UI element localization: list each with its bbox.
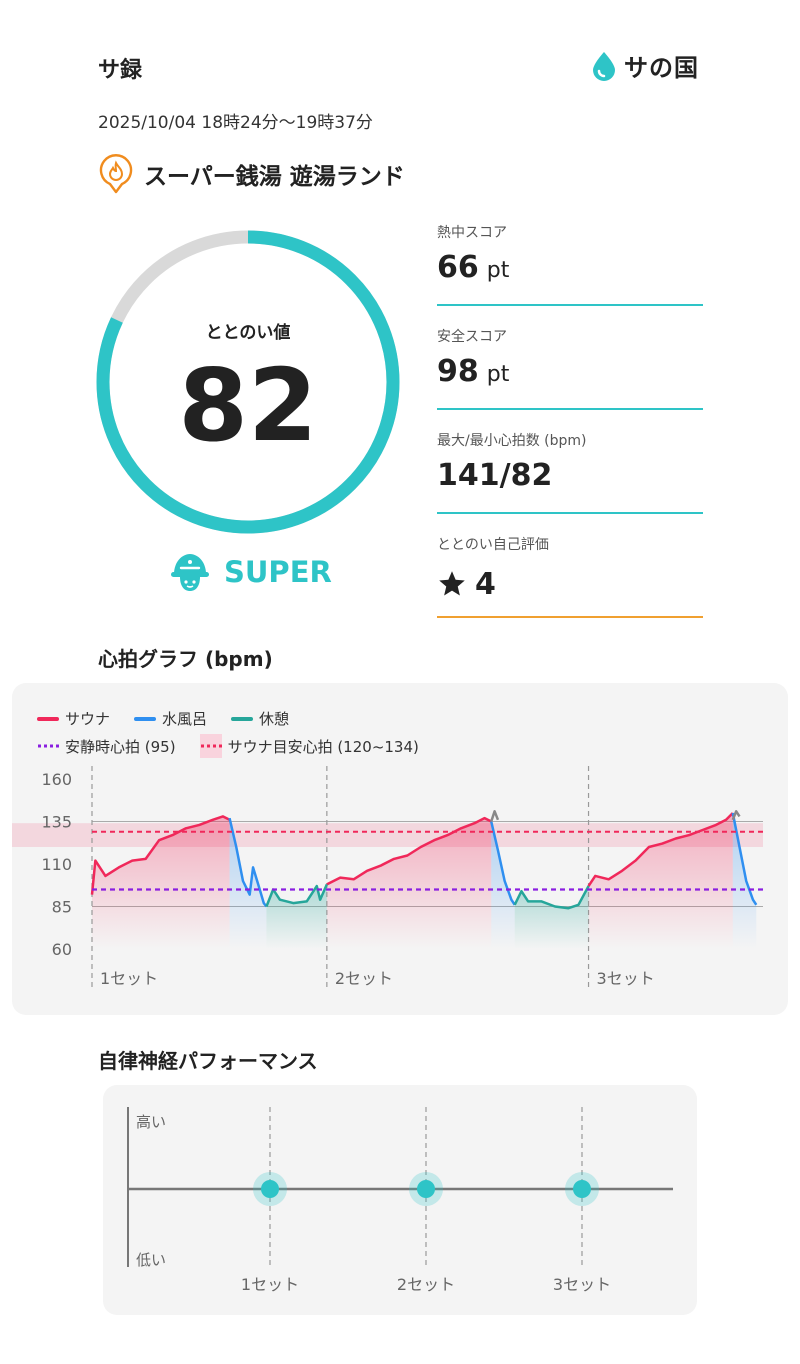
- series-line: [513, 885, 590, 910]
- series-line: [587, 812, 734, 887]
- heart-rate-range: 最大/最小心拍数 (bpm) 141/82: [437, 430, 703, 514]
- series-line: [265, 883, 328, 907]
- gauge-label: ととのい値: [205, 323, 291, 343]
- legend-swatch: [37, 716, 59, 721]
- ans-point: [261, 1180, 279, 1198]
- series-area: [491, 821, 515, 949]
- legend-sauna-label: サウナ: [65, 710, 111, 728]
- heart-chart-title: 心拍グラフ (bpm): [98, 647, 273, 671]
- legend-target-hr-label: サウナ目安心拍 (120~134): [227, 737, 419, 756]
- series-area: [514, 886, 589, 949]
- set-label: 3セット: [597, 969, 655, 988]
- heat-score-unit: pt: [486, 258, 510, 283]
- divider: [437, 304, 703, 306]
- series-line: [490, 810, 500, 822]
- flame-pin-icon: [99, 154, 133, 194]
- target-hr-band: [12, 823, 763, 847]
- ans-point: [417, 1180, 435, 1198]
- self-rating[interactable]: ととのい自己評価 4: [437, 534, 703, 618]
- series-area: [92, 816, 230, 949]
- set-label: 2セット: [397, 1275, 455, 1294]
- series-area: [229, 818, 267, 949]
- series-line: [90, 815, 231, 895]
- facility[interactable]: スーパー銭湯 遊湯ランド: [98, 154, 405, 194]
- legend-cold-bath-label: 水風呂: [162, 710, 208, 728]
- heart-rate-range-value: 141/82: [437, 458, 553, 493]
- set-label: 2セット: [335, 969, 393, 988]
- y-tick-label: 160: [41, 770, 72, 789]
- self-rating-label: ととのい自己評価: [437, 537, 549, 553]
- series-area: [588, 813, 733, 949]
- legend-resting-hr: 安静時心拍 (95): [37, 736, 176, 757]
- y-tick-label: 60: [52, 940, 72, 959]
- y-tick-label: 110: [41, 855, 72, 874]
- set-label: 3セット: [553, 1275, 611, 1294]
- legend-rest: 休憩: [231, 708, 289, 729]
- heart-chart-legend-2: 安静時心拍 (95) サウナ目安心拍 (120~134): [37, 734, 443, 758]
- heart-rate-range-label: 最大/最小心拍数 (bpm): [437, 433, 587, 449]
- sauna-hat-mascot-icon: [171, 554, 209, 591]
- series-line: [731, 812, 758, 906]
- series-line: [326, 816, 492, 886]
- gauge-value: 82: [178, 347, 318, 464]
- legend-swatch: [134, 716, 157, 721]
- safety-score-value: 98: [437, 354, 479, 389]
- legend-swatch: [199, 734, 222, 758]
- gauge-progress-arc: [96, 230, 400, 534]
- water-drop-icon: [593, 51, 615, 81]
- app-logo: サの国: [590, 48, 699, 83]
- rank-badge: SUPER: [168, 550, 332, 594]
- session-datetime: 2025/10/04 18時24分〜19時37分: [98, 113, 373, 133]
- facility-name: スーパー銭湯 遊湯ランド: [144, 164, 405, 190]
- heart-rate-chart: 160 135 110 85 60 1セット 2セット 3セット: [12, 766, 763, 990]
- self-rating-value: 4: [475, 566, 496, 602]
- set-label: 1セット: [241, 1275, 299, 1294]
- legend-sauna: サウナ: [37, 708, 110, 729]
- page-title: サ録: [98, 58, 143, 83]
- divider: [437, 616, 703, 618]
- safety-score-unit: pt: [486, 362, 510, 387]
- heart-chart-legend: サウナ 水風呂 休憩: [37, 708, 313, 729]
- ans-chart-title: 自律神経パフォーマンス: [98, 1049, 318, 1073]
- set-label: 1セット: [100, 969, 158, 988]
- high-label: 高い: [136, 1113, 166, 1131]
- totonoi-gauge: [96, 230, 400, 534]
- y-tick-label: 135: [41, 813, 72, 832]
- safety-score: 安全スコア 98 pt: [437, 326, 703, 410]
- y-tick-label: 85: [52, 898, 72, 917]
- series-line: [731, 810, 741, 821]
- safety-score-label: 安全スコア: [437, 329, 507, 345]
- heat-score: 熱中スコア 66 pt: [437, 222, 703, 306]
- heat-score-label: 熱中スコア: [437, 225, 507, 241]
- logo-text: サの国: [624, 54, 699, 82]
- divider: [437, 408, 703, 410]
- divider: [437, 512, 703, 514]
- legend-cold-bath: 水風呂: [134, 708, 207, 729]
- low-label: 低い: [136, 1251, 166, 1269]
- series-line: [228, 817, 268, 908]
- star-icon: [439, 571, 465, 596]
- legend-swatch: [38, 744, 59, 748]
- ans-chart-card: [103, 1085, 697, 1315]
- legend-target-hr: サウナ目安心拍 (120~134): [199, 734, 419, 758]
- series-area: [326, 818, 492, 949]
- ans-point: [573, 1180, 591, 1198]
- legend-resting-hr-label: 安静時心拍 (95): [65, 737, 176, 756]
- series-line: [490, 821, 516, 906]
- heat-score-value: 66: [437, 250, 479, 285]
- legend-swatch: [231, 716, 254, 721]
- legend-rest-label: 休憩: [259, 710, 290, 728]
- rank-text: SUPER: [224, 555, 332, 589]
